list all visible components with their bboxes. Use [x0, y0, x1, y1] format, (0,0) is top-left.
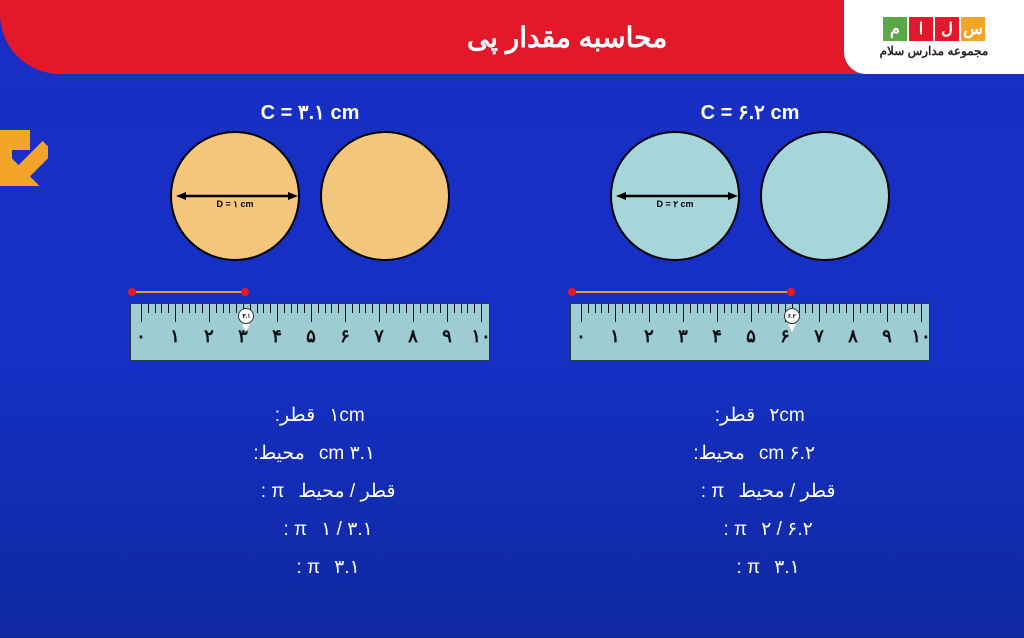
- row-value: ۳.۱ / ۱: [321, 511, 373, 549]
- ruler-number: ۲: [204, 326, 214, 347]
- row-value: ۶.۲ / ۲: [761, 511, 813, 549]
- ruler: ۰۱۲۳۴۵۶۷۸۹۱۰ ۳.۱: [130, 303, 490, 361]
- ruler-number: ۸: [848, 326, 858, 347]
- circle-with-diameter: D = ۱ cm: [170, 131, 300, 261]
- row-label: π :: [664, 473, 724, 511]
- row-value: ۳.۱ cm: [319, 435, 375, 473]
- ruler-pin-icon: ۳.۱: [238, 308, 254, 332]
- calculation-block: قطر:۲cm محیط:۶.۲ cm π :قطر / محیط π :۶.۲…: [550, 397, 950, 587]
- row-value: قطر / محیط: [298, 473, 395, 511]
- row-label: π :: [247, 511, 307, 549]
- ruler-number: ۱۰: [911, 326, 930, 347]
- logo-letter: ل: [935, 17, 959, 41]
- ruler: ۰۱۲۳۴۵۶۷۸۹۱۰ ۶.۲: [570, 303, 930, 361]
- example-2: C = ۶.۲ cm D = ۲ cm ۰۱۲۳۴۵۶۷۸۹۱۰ ۶.۲ قطر…: [550, 100, 950, 587]
- logo: م ا ل س مجموعه مدارس سلام: [844, 0, 1024, 74]
- ruler-pin-icon: ۶.۲: [784, 308, 800, 332]
- ruler-measurement: ۰۱۲۳۴۵۶۷۸۹۱۰ ۳.۱: [130, 291, 490, 381]
- circle-plain: [320, 131, 450, 261]
- row-value: ۶.۲ cm: [759, 435, 815, 473]
- ruler-number: ۳: [678, 326, 688, 347]
- row-label: π :: [224, 473, 284, 511]
- ruler-number: ۱: [170, 326, 180, 347]
- row-value: ۳.۱: [774, 549, 800, 587]
- logo-letter: ا: [909, 17, 933, 41]
- row-label: π :: [260, 549, 320, 587]
- ruler-number: ۴: [272, 326, 282, 347]
- ruler-number: ۹: [442, 326, 452, 347]
- ruler-number: ۱: [610, 326, 620, 347]
- ruler-measurement: ۰۱۲۳۴۵۶۷۸۹۱۰ ۶.۲: [570, 291, 930, 381]
- calculation-block: قطر:۱cm محیط:۳.۱ cm π :قطر / محیط π :۳.۱…: [110, 397, 510, 587]
- diameter-text: D = ۲ cm: [612, 199, 738, 210]
- ruler-number: ۹: [882, 326, 892, 347]
- circumference-label: C = ۶.۲ cm: [550, 100, 950, 125]
- circumference-label: C = ۳.۱ cm: [110, 100, 510, 125]
- row-label: قطر:: [255, 397, 315, 435]
- logo-letter: م: [883, 17, 907, 41]
- row-value: ۲cm: [769, 397, 805, 435]
- page-title: محاسبه مقدار پی: [467, 21, 667, 54]
- ruler-number: ۱۰: [471, 326, 490, 347]
- ruler-number: ۷: [374, 326, 384, 347]
- ruler-number: ۴: [712, 326, 722, 347]
- logo-squares: م ا ل س: [883, 17, 985, 41]
- ruler-number: ۰: [136, 326, 146, 347]
- ruler-number: ۸: [408, 326, 418, 347]
- diameter-text: D = ۱ cm: [172, 199, 298, 210]
- ruler-number: ۵: [746, 326, 756, 347]
- row-value: ۳.۱: [334, 549, 360, 587]
- logo-subtitle: مجموعه مدارس سلام: [880, 44, 989, 58]
- ruler-number: ۶: [340, 326, 350, 347]
- ruler-number: ۲: [644, 326, 654, 347]
- circle-with-diameter: D = ۲ cm: [610, 131, 740, 261]
- row-label: محیط:: [685, 435, 745, 473]
- chevron-icon: [0, 130, 48, 186]
- ruler-number: ۵: [306, 326, 316, 347]
- circle-plain: [760, 131, 890, 261]
- row-label: قطر:: [695, 397, 755, 435]
- row-label: π :: [687, 511, 747, 549]
- ruler-number: ۷: [814, 326, 824, 347]
- example-1: C = ۳.۱ cm D = ۱ cm ۰۱۲۳۴۵۶۷۸۹۱۰ ۳.۱ قطر…: [110, 100, 510, 587]
- row-label: محیط:: [245, 435, 305, 473]
- ruler-number: ۰: [576, 326, 586, 347]
- row-value: قطر / محیط: [738, 473, 835, 511]
- row-value: ۱cm: [329, 397, 365, 435]
- logo-letter: س: [961, 17, 985, 41]
- row-label: π :: [700, 549, 760, 587]
